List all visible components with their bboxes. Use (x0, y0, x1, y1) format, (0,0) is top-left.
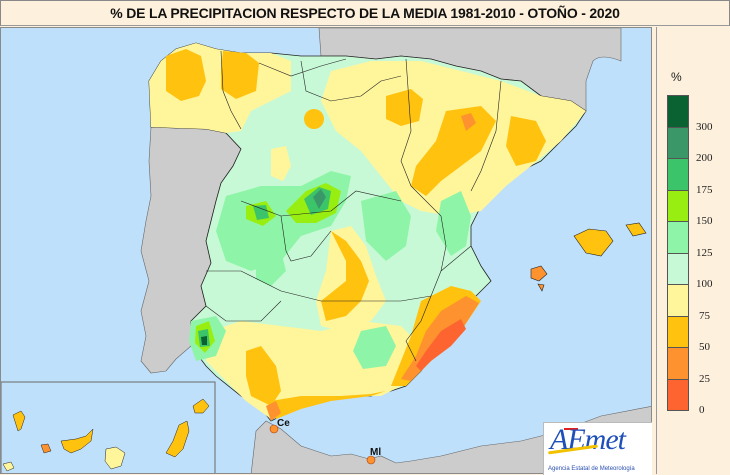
legend-label: 125 (696, 246, 713, 259)
legend-swatch (667, 189, 689, 222)
legend-label: 200 (696, 152, 713, 164)
legend-swatch (667, 221, 689, 254)
legend-swatch (667, 315, 689, 348)
legend-swatch (667, 126, 689, 159)
city-label-ceuta: Ce (277, 418, 290, 429)
legend-label: 0 (699, 404, 705, 416)
legend-label: 75 (699, 309, 710, 322)
city-label-melilla: Ml (370, 447, 382, 458)
map-canvas (1, 28, 651, 473)
title-bar: % DE LA PRECIPITACION RESPECTO DE LA MED… (0, 0, 730, 26)
legend-swatch (667, 95, 689, 128)
legend-swatch (667, 347, 689, 380)
legend-label: 25 (699, 372, 710, 385)
logo-accent (564, 428, 578, 430)
aemet-logo: AEmet Agencia Estatal de Meteorología (543, 422, 652, 475)
legend-label: 50 (699, 341, 710, 353)
legend-panel: % 300 200 175 150 125 100 75 50 25 0 (656, 27, 730, 474)
legend-label: 100 (696, 278, 713, 290)
legend-label: 175 (696, 183, 713, 196)
legend-swatch (667, 158, 689, 191)
legend-swatch (667, 378, 689, 411)
legend-label: 150 (696, 215, 713, 227)
legend-swatch (667, 284, 689, 317)
legend-label: 300 (696, 120, 713, 133)
precipitation-map: Ce Ml (0, 27, 652, 474)
logo-subtitle: Agencia Estatal de Meteorología (548, 466, 635, 472)
legend-unit: % (671, 70, 682, 84)
legend-swatch (667, 252, 689, 285)
map-title: % DE LA PRECIPITACION RESPECTO DE LA MED… (110, 5, 620, 21)
